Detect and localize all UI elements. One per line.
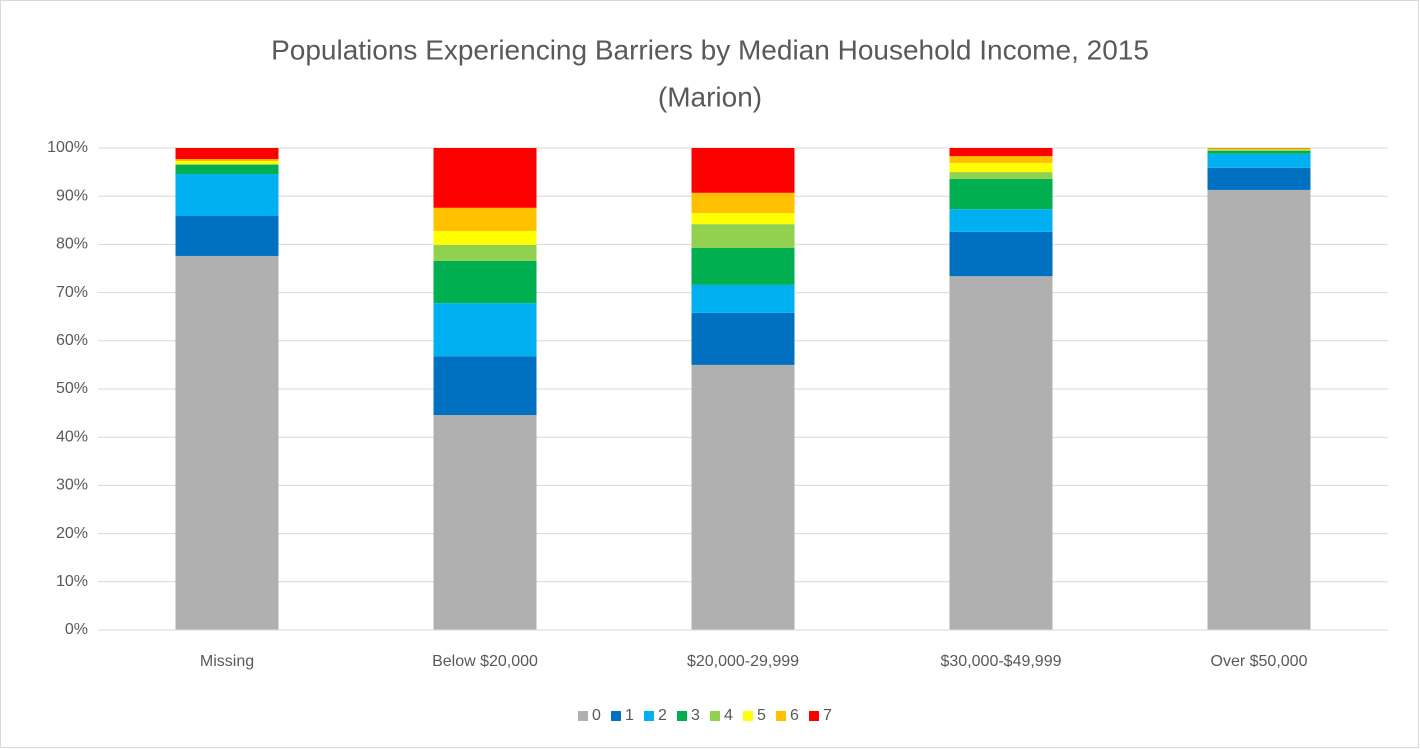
bar-segment	[175, 161, 279, 164]
bar-segment	[433, 356, 537, 416]
legend-swatch	[743, 711, 753, 721]
bar-segment	[433, 148, 537, 208]
bar-segment	[691, 364, 795, 630]
x-tick-label: $20,000-29,999	[687, 653, 799, 670]
bar-segment	[949, 178, 1053, 210]
bar-segment	[949, 209, 1053, 232]
bar-segment	[949, 148, 1053, 157]
bar-segment	[1207, 167, 1311, 190]
bar-segment	[175, 174, 279, 216]
bar-segment	[949, 156, 1053, 163]
x-tick-label: Below $20,000	[432, 653, 538, 670]
bar-segment	[433, 415, 537, 630]
bar-segment	[949, 231, 1053, 277]
bar-segment	[175, 148, 279, 160]
bar-segment	[949, 276, 1053, 630]
legend-swatch	[710, 711, 720, 721]
bar-segment	[949, 162, 1053, 173]
bar-segment	[691, 224, 795, 248]
y-tick-label: 50%	[56, 380, 88, 397]
bar-segment	[1207, 150, 1311, 154]
bar-segment	[691, 148, 795, 193]
legend-label: 5	[757, 707, 766, 724]
bar-segment	[175, 164, 279, 175]
bar-segment	[433, 230, 537, 245]
bar-segment	[691, 192, 795, 214]
bar-segment	[691, 312, 795, 365]
bar-segment	[1207, 148, 1311, 150]
x-tick-label: Over $50,000	[1211, 653, 1308, 670]
y-tick-label: 40%	[56, 428, 88, 445]
y-tick-label: 70%	[56, 284, 88, 301]
y-tick-label: 90%	[56, 187, 88, 204]
bar-segment	[175, 163, 279, 165]
bar-segment	[691, 247, 795, 285]
bar-segment	[691, 213, 795, 225]
bar-segment	[1207, 149, 1311, 151]
y-tick-label: 10%	[56, 573, 88, 590]
bar-segment	[691, 284, 795, 313]
bar-segment	[1207, 189, 1311, 630]
y-tick-label: 80%	[56, 236, 88, 253]
legend-swatch	[644, 711, 654, 721]
y-tick-label: 100%	[47, 139, 88, 156]
y-tick-label: 60%	[56, 332, 88, 349]
legend-label: 3	[691, 707, 700, 724]
legend-swatch	[776, 711, 786, 721]
y-tick-label: 0%	[65, 621, 88, 638]
x-tick-label: $30,000-$49,999	[941, 653, 1062, 670]
bar-segment	[433, 260, 537, 304]
legend-label: 2	[658, 707, 667, 724]
legend-label: 1	[625, 707, 634, 724]
bar-segment	[949, 172, 1053, 179]
chart-title: Populations Experiencing Barriers by Med…	[271, 34, 1149, 65]
chart-subtitle: (Marion)	[658, 81, 762, 112]
legend-swatch	[809, 711, 819, 721]
legend-label: 7	[823, 707, 832, 724]
legend-swatch	[611, 711, 621, 721]
legend-label: 6	[790, 707, 799, 724]
bar-segment	[433, 303, 537, 357]
bar-segment	[433, 244, 537, 261]
bar-segment	[175, 215, 279, 256]
legend-label: 4	[724, 707, 733, 724]
x-tick-label: Missing	[200, 653, 254, 670]
y-tick-label: 30%	[56, 477, 88, 494]
legend-swatch	[677, 711, 687, 721]
bar-segment	[1207, 153, 1311, 168]
bar-segment	[175, 255, 279, 630]
bar-segment	[433, 207, 537, 231]
legend-label: 0	[592, 707, 601, 724]
y-tick-label: 20%	[56, 525, 88, 542]
bar-segment	[175, 159, 279, 162]
legend-swatch	[578, 711, 588, 721]
